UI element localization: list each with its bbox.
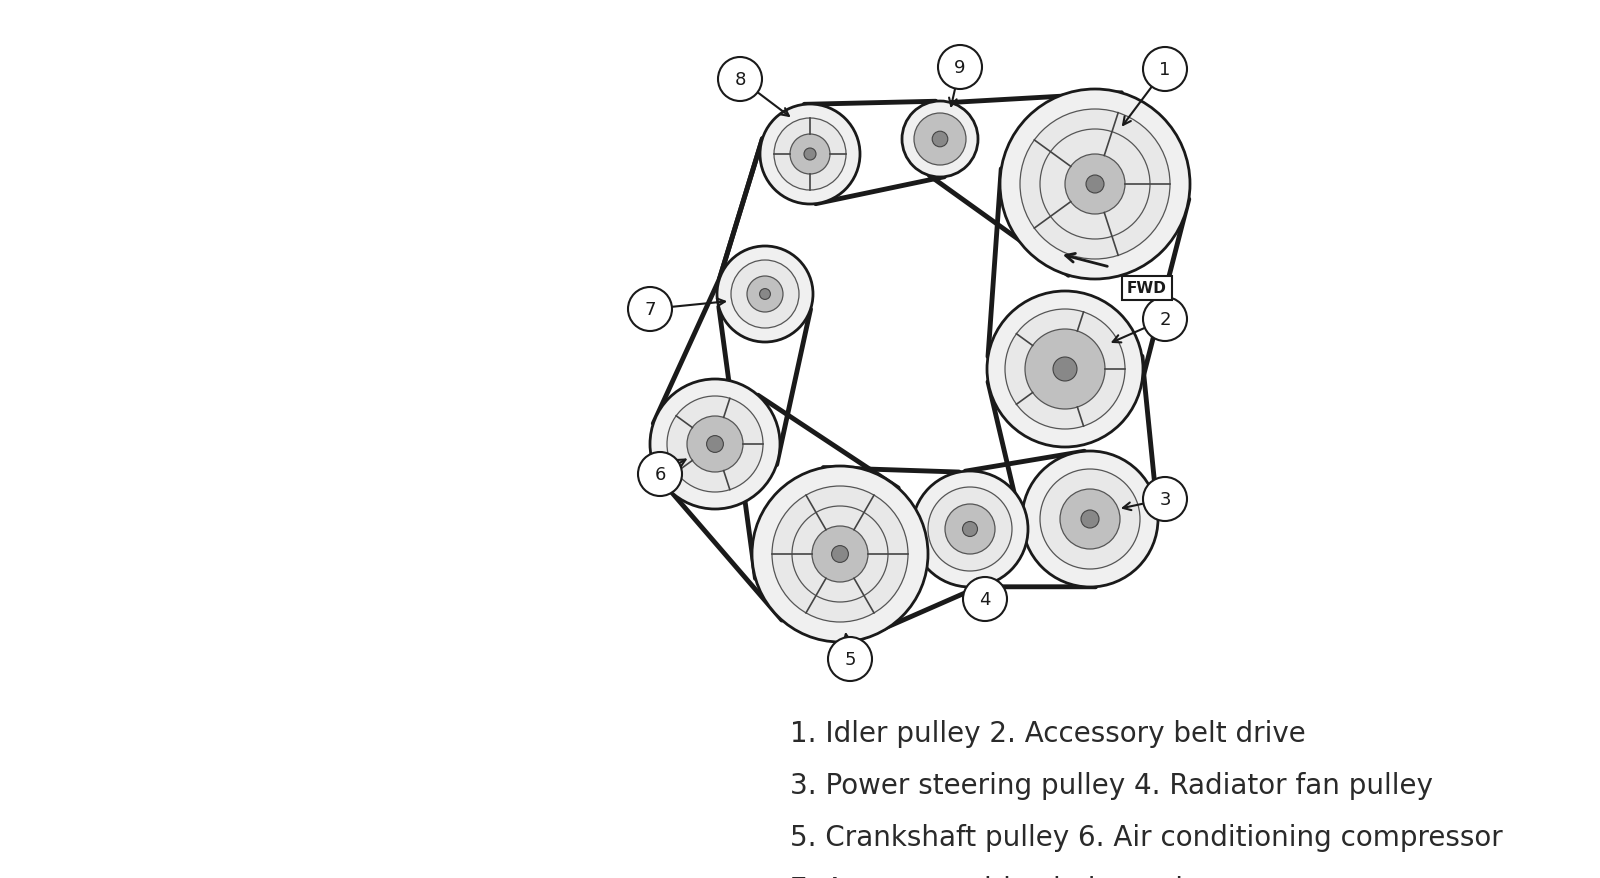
Circle shape bbox=[1005, 310, 1125, 429]
Circle shape bbox=[829, 637, 872, 681]
Text: 4: 4 bbox=[979, 590, 990, 608]
Circle shape bbox=[946, 505, 995, 554]
Text: 9: 9 bbox=[954, 59, 966, 77]
Circle shape bbox=[1021, 110, 1170, 260]
Text: 1. Idler pulley 2. Accessory belt drive: 1. Idler pulley 2. Accessory belt drive bbox=[790, 719, 1306, 747]
Circle shape bbox=[638, 452, 682, 496]
Circle shape bbox=[790, 135, 830, 175]
Circle shape bbox=[1142, 298, 1187, 342]
Circle shape bbox=[774, 119, 846, 191]
Circle shape bbox=[760, 289, 771, 300]
Circle shape bbox=[1053, 357, 1077, 382]
Text: 1: 1 bbox=[1160, 61, 1171, 79]
Circle shape bbox=[832, 546, 848, 563]
Circle shape bbox=[718, 58, 762, 102]
Circle shape bbox=[686, 416, 742, 472]
Circle shape bbox=[707, 436, 723, 453]
Circle shape bbox=[987, 291, 1142, 448]
Text: 7. Accessory drive belt tensioner: 7. Accessory drive belt tensioner bbox=[790, 875, 1246, 878]
Circle shape bbox=[914, 114, 966, 166]
Circle shape bbox=[902, 102, 978, 178]
Circle shape bbox=[760, 104, 861, 205]
Circle shape bbox=[771, 486, 909, 623]
Circle shape bbox=[747, 277, 782, 313]
Text: FWD: FWD bbox=[1126, 281, 1166, 296]
Circle shape bbox=[1142, 478, 1187, 522]
Circle shape bbox=[627, 288, 672, 332]
Circle shape bbox=[752, 466, 928, 643]
Circle shape bbox=[1082, 510, 1099, 529]
Circle shape bbox=[928, 487, 1013, 572]
Circle shape bbox=[792, 507, 888, 602]
Circle shape bbox=[1000, 90, 1190, 280]
Circle shape bbox=[650, 379, 781, 509]
Circle shape bbox=[1142, 48, 1187, 92]
Circle shape bbox=[938, 46, 982, 90]
Circle shape bbox=[963, 522, 978, 536]
Circle shape bbox=[1040, 130, 1150, 240]
Text: 2: 2 bbox=[1160, 311, 1171, 328]
Text: 8: 8 bbox=[734, 71, 746, 89]
Circle shape bbox=[1086, 176, 1104, 194]
Circle shape bbox=[717, 247, 813, 342]
Circle shape bbox=[805, 149, 816, 161]
Circle shape bbox=[1022, 451, 1158, 587]
Circle shape bbox=[813, 527, 867, 582]
Text: 7: 7 bbox=[645, 300, 656, 319]
Circle shape bbox=[963, 578, 1006, 622]
Text: 5: 5 bbox=[845, 651, 856, 668]
Circle shape bbox=[1040, 470, 1139, 569]
Text: 6: 6 bbox=[654, 465, 666, 484]
Circle shape bbox=[1066, 155, 1125, 215]
Circle shape bbox=[933, 132, 947, 148]
Circle shape bbox=[1059, 489, 1120, 550]
Text: 3: 3 bbox=[1160, 491, 1171, 508]
Text: 3. Power steering pulley 4. Radiator fan pulley: 3. Power steering pulley 4. Radiator fan… bbox=[790, 771, 1434, 799]
Circle shape bbox=[667, 397, 763, 493]
Circle shape bbox=[912, 471, 1027, 587]
Circle shape bbox=[731, 261, 798, 328]
Text: 5. Crankshaft pulley 6. Air conditioning compressor: 5. Crankshaft pulley 6. Air conditioning… bbox=[790, 823, 1502, 851]
Circle shape bbox=[1026, 329, 1106, 409]
